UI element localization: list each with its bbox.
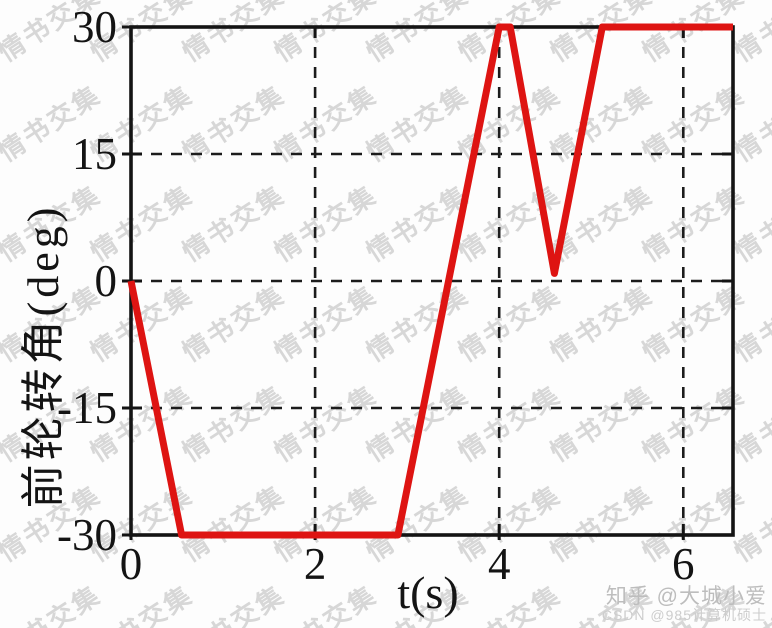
y-axis-label: 前轮转角(deg) <box>19 203 68 509</box>
attribution-csdn: CSDN @985计算机硕士 <box>601 607 767 624</box>
axis-ticks <box>122 25 733 540</box>
gridlines <box>131 27 733 535</box>
y-tick-label: 0 <box>94 256 118 306</box>
attribution-zhihu: 知乎 @大城小爱 <box>605 585 767 609</box>
data-line-series <box>127 23 733 539</box>
y-tick-label: 15 <box>72 129 117 179</box>
x-tick-label: 6 <box>672 539 695 589</box>
x-tick-label: 4 <box>487 539 511 589</box>
y-tick-label: -15 <box>57 383 117 433</box>
x-axis-label: t(s) <box>397 567 459 618</box>
y-tick-label: 30 <box>72 2 117 52</box>
attribution: 知乎 @大城小爱 CSDN @985计算机硕士 <box>602 586 767 623</box>
y-tick-label: -30 <box>57 510 117 560</box>
x-tick-label: 2 <box>303 539 327 589</box>
x-tick-label: 0 <box>119 539 143 589</box>
